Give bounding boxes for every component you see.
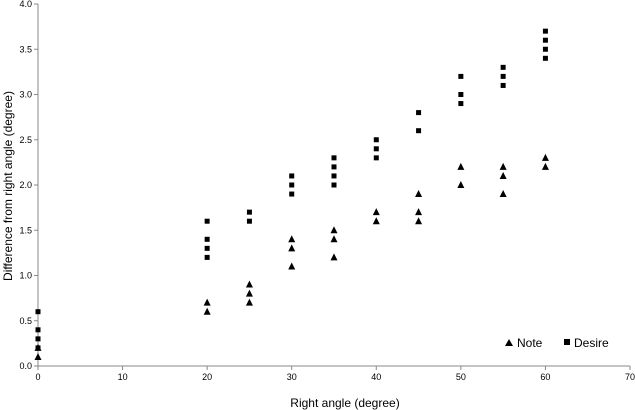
point-desire	[416, 110, 422, 116]
point-note	[499, 171, 507, 179]
point-note	[203, 307, 211, 315]
x-tick-label: 0	[35, 372, 40, 382]
point-desire	[331, 182, 337, 188]
point-note	[541, 153, 549, 161]
point-desire	[246, 209, 252, 215]
legend-item-note: Note	[505, 336, 543, 350]
point-desire	[35, 336, 41, 342]
point-desire	[246, 218, 252, 224]
x-tick-label: 20	[202, 372, 212, 382]
x-tick-label: 60	[540, 372, 550, 382]
y-tick-label: 4.0	[19, 0, 32, 9]
point-desire	[373, 146, 379, 152]
point-desire	[331, 155, 337, 161]
point-desire	[35, 309, 41, 315]
x-tick-label: 70	[625, 372, 635, 382]
point-desire	[373, 137, 379, 143]
x-axis-ticks: 0 10 20 30 40 50 60 70	[35, 366, 635, 382]
point-note	[288, 235, 296, 243]
y-tick-label: 3.0	[19, 90, 32, 100]
y-tick-label: 0.0	[19, 361, 32, 371]
point-desire	[289, 182, 295, 188]
point-desire	[204, 254, 210, 260]
point-note	[541, 162, 549, 170]
point-desire	[458, 101, 464, 107]
y-tick-label: 1.5	[19, 225, 32, 235]
point-note	[372, 208, 380, 216]
point-desire	[35, 345, 41, 351]
x-tick-label: 30	[287, 372, 297, 382]
y-tick-label: 2.5	[19, 135, 32, 145]
y-axis-title: Difference from right angle (degree)	[1, 91, 15, 281]
x-tick-label: 10	[118, 372, 128, 382]
x-tick-label: 50	[456, 372, 466, 382]
point-desire	[542, 46, 548, 52]
legend: Note Desire	[505, 336, 609, 350]
point-note	[34, 352, 42, 360]
point-note	[415, 190, 423, 198]
point-note	[372, 217, 380, 225]
y-tick-label: 2.0	[19, 180, 32, 190]
point-note	[288, 262, 296, 270]
point-desire	[331, 164, 337, 170]
point-desire	[458, 92, 464, 97]
legend-item-desire: Desire	[564, 336, 609, 350]
point-desire	[204, 236, 210, 242]
y-tick-label: 0.5	[19, 316, 32, 326]
point-desire	[500, 82, 506, 88]
point-desire	[542, 55, 548, 61]
y-axis-ticks: 0.0 0.5 1.0 1.5 2.0 2.5 3.0 3.5 4.0	[19, 0, 38, 371]
y-tick-label: 3.5	[19, 44, 32, 54]
point-note	[457, 181, 465, 188]
x-tick-label: 40	[371, 372, 381, 382]
point-desire	[331, 173, 337, 179]
point-note	[288, 244, 296, 252]
point-desire	[373, 155, 379, 161]
point-note	[415, 208, 423, 216]
point-note	[330, 226, 338, 234]
point-note	[415, 217, 423, 225]
y-tick-label: 1.0	[19, 271, 32, 281]
legend-label-desire: Desire	[574, 336, 609, 350]
point-note	[457, 162, 465, 170]
point-note	[499, 190, 507, 198]
point-desire	[500, 73, 506, 79]
point-note	[330, 235, 338, 243]
point-note	[499, 162, 507, 170]
point-note	[330, 253, 338, 261]
point-desire	[542, 28, 548, 34]
point-note	[245, 289, 253, 297]
point-note	[203, 298, 211, 306]
point-desire	[416, 128, 422, 134]
data-points	[34, 28, 549, 360]
point-note	[245, 298, 253, 306]
point-desire	[289, 173, 295, 179]
x-axis-title: Right angle (degree)	[290, 396, 399, 410]
point-desire	[204, 218, 210, 224]
point-desire	[500, 64, 506, 70]
point-desire	[204, 245, 210, 251]
legend-marker-note	[505, 339, 513, 346]
point-desire	[289, 191, 295, 197]
point-desire	[458, 73, 464, 79]
point-desire	[35, 327, 41, 333]
legend-label-note: Note	[517, 336, 543, 350]
point-note	[245, 280, 253, 288]
point-desire	[542, 37, 548, 43]
legend-marker-desire	[564, 339, 570, 345]
